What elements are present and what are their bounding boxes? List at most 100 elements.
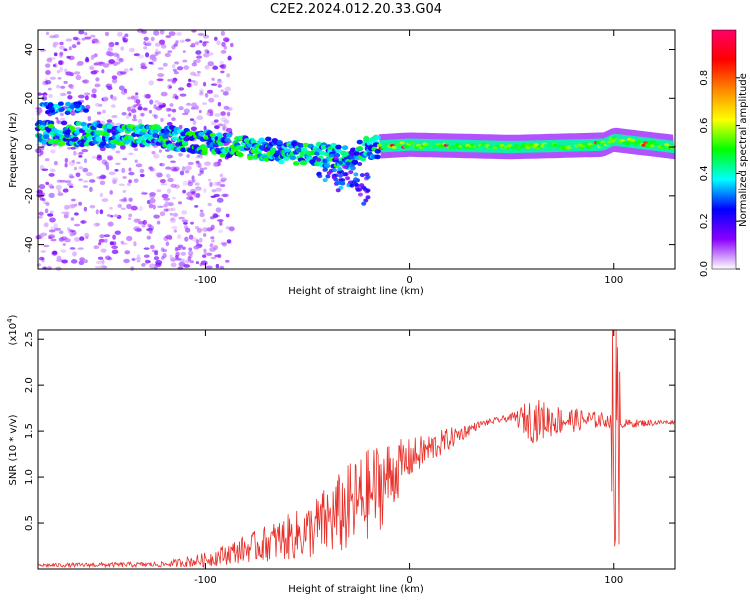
spectrogram-cell	[153, 30, 160, 36]
spectrogram-cell	[83, 158, 88, 164]
spectrogram-cell	[123, 258, 130, 264]
spectrogram-cell	[94, 265, 102, 269]
spectrogram-cell	[150, 167, 156, 172]
spectrogram-cell	[181, 112, 189, 116]
spectrogram-cell	[199, 170, 204, 175]
spectrogram-cell	[145, 259, 151, 264]
spectrogram-cell	[171, 225, 178, 230]
snr-y-ticks: 0.5 1.0 1.5 2.0 2.5	[24, 331, 675, 531]
spectrogram-cell	[75, 121, 83, 126]
y-tick-label: -20	[24, 188, 35, 204]
spectrogram-cell	[213, 245, 219, 250]
spectrogram-cell	[60, 236, 68, 241]
spectrogram-cell	[180, 131, 187, 137]
spectrogram-cell	[117, 203, 122, 208]
spectrogram-cell	[195, 160, 200, 164]
spectrogram-cell	[340, 178, 346, 183]
spectrogram-cell	[119, 71, 127, 75]
spectrogram-cell	[166, 154, 174, 159]
spectrogram-cell	[148, 203, 154, 209]
spectrogram-cell	[151, 249, 159, 253]
spectrogram-cell	[191, 179, 195, 184]
spectrogram-cell	[141, 30, 147, 34]
spectrogram-cell	[102, 63, 110, 68]
spectrogram-cell	[333, 156, 339, 160]
spectrogram-cell	[115, 162, 121, 166]
spectrogram-cell	[170, 160, 176, 163]
spectrogram-cell	[326, 171, 332, 175]
spectrogram-cell	[172, 68, 178, 72]
spectrogram-cell	[144, 259, 149, 265]
spectrogram-cell	[143, 41, 147, 46]
spectrogram-cell	[200, 260, 208, 266]
spectrogram-frame	[37, 29, 676, 270]
spectrogram-cell	[59, 92, 67, 97]
spectrogram-cell	[161, 193, 169, 199]
spectrogram-cell	[75, 172, 81, 178]
spectrogram-cell	[64, 211, 70, 216]
spectrogram-cell	[429, 141, 435, 146]
spectrogram-cell	[50, 149, 56, 154]
spectrogram-cell	[133, 241, 137, 247]
spectrogram-cell	[163, 197, 171, 201]
spectrogram-cell	[301, 160, 308, 166]
spectrogram-cell	[391, 145, 397, 149]
spectrogram-cell	[152, 133, 159, 138]
spectrogram-cell	[122, 157, 128, 161]
spectrogram-cell	[215, 207, 222, 213]
spectrogram-cell	[199, 40, 203, 43]
spectrogram-cell	[156, 172, 163, 178]
spectrogram-cell	[69, 247, 76, 250]
spectrogram-cell	[110, 215, 114, 218]
spectrogram-cell	[114, 168, 119, 172]
spectrogram-cell	[186, 191, 193, 197]
spectrogram-cell	[137, 54, 145, 59]
spectrogram-cell	[167, 50, 173, 53]
spectrogram-cell	[69, 72, 75, 77]
spectrogram-cell	[365, 175, 371, 179]
spectrogram-cell	[108, 59, 115, 64]
spectrogram-cell	[160, 247, 165, 252]
spectrogram-cell	[202, 102, 208, 105]
spectrogram-cell	[103, 131, 110, 137]
spectrogram-cell	[107, 47, 113, 52]
spectrogram-cell	[64, 110, 71, 116]
spectrogram-cell	[53, 62, 58, 69]
spectrogram-cell	[128, 47, 135, 53]
spectrogram-cell	[222, 123, 227, 127]
spectrogram-cell	[98, 241, 102, 246]
spectrogram-cell	[99, 192, 104, 198]
spectrogram-cell	[105, 31, 109, 37]
spectrogram-cell	[105, 165, 110, 171]
spectrogram-cell	[175, 251, 180, 257]
colorbar-tick-label: 0.4	[699, 165, 710, 181]
spectrogram-cell	[59, 112, 64, 117]
spectrogram-cell	[57, 101, 64, 106]
spectrogram-cell	[226, 127, 233, 133]
spectrogram-cell	[80, 220, 87, 224]
spectrogram-cell	[68, 84, 73, 88]
spectrogram-cell	[131, 118, 138, 122]
spectrogram-cell	[191, 175, 195, 181]
snr-series-line	[37, 329, 676, 569]
spectrogram-cell	[150, 244, 155, 250]
spectrogram-cell	[292, 161, 300, 166]
spectrogram-cell	[70, 146, 76, 150]
spectrogram-cell	[195, 192, 201, 199]
spectrogram-cell	[103, 96, 109, 102]
spectrogram-cell	[159, 162, 163, 167]
spectrogram-cell	[122, 189, 127, 193]
spectrogram-cell	[199, 153, 204, 160]
spectrogram-cell	[335, 148, 342, 154]
spectrogram-cell	[48, 229, 56, 233]
spectrogram-cell	[158, 149, 162, 153]
spectrogram-cell	[47, 87, 52, 91]
spectrogram-cell	[155, 259, 163, 265]
spectrogram-cell	[68, 185, 74, 189]
spectrogram-cell	[220, 50, 227, 54]
spectrogram-cell	[204, 49, 209, 54]
spectrogram-cell	[149, 198, 156, 204]
spectrogram-cell	[67, 183, 74, 187]
spectrogram-cell	[97, 256, 104, 260]
spectrogram-cell	[91, 40, 95, 44]
